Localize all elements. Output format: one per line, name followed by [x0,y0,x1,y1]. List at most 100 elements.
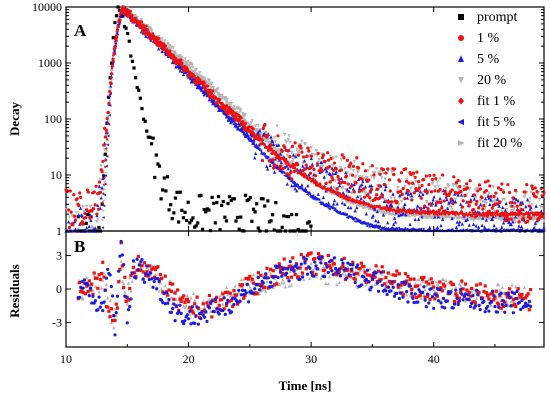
data-point [450,207,454,211]
data-point [153,175,157,180]
data-point [434,211,438,215]
data-point [255,134,258,138]
residual-point [169,310,174,314]
residual-point [169,289,174,293]
residual-point [229,298,234,302]
data-point [225,105,228,109]
data-point [199,88,203,92]
data-point [86,212,90,216]
residual-point [122,281,126,286]
residual-point [95,276,99,280]
data-point [435,225,440,230]
data-point [408,222,412,227]
data-point [285,182,289,186]
data-point [102,199,106,203]
data-point [314,149,319,153]
data-point [257,134,261,138]
data-point [409,186,413,191]
residual-point [483,284,487,288]
data-point [494,214,497,218]
data-point [273,163,277,168]
data-point [421,210,424,214]
residual-point [440,289,444,293]
data-point [332,202,336,206]
residual-point [401,293,405,297]
data-point [505,207,509,212]
data-point [336,174,340,179]
data-point [531,213,535,217]
data-point [243,193,248,197]
residual-point [417,277,421,282]
data-point [512,213,516,217]
residual-point [450,287,454,291]
data-point [433,185,437,189]
residual-point [522,285,526,290]
residual-point [405,279,409,283]
data-point [354,181,358,185]
data-point [436,184,440,189]
data-point [503,208,507,213]
data-point [247,198,251,202]
data-point [340,194,344,198]
data-point [493,228,497,231]
data-point [383,187,387,192]
panel-a-series [64,5,546,233]
legend-marker [458,14,464,20]
data-point [225,99,229,103]
data-point [302,175,306,179]
residual-point [418,293,422,297]
data-point [291,158,295,162]
data-point [160,45,163,49]
data-point [197,83,201,87]
data-point [109,87,113,91]
data-point [84,216,88,220]
residual-point [92,301,96,305]
data-point [296,183,299,187]
data-point [305,193,309,196]
residual-point [200,310,204,314]
data-point [271,160,275,164]
data-point [290,183,294,188]
residual-point [265,279,269,284]
data-point [510,204,514,208]
data-point [221,199,225,204]
data-point [509,211,513,215]
residual-point [436,283,441,288]
legend-marker [458,35,464,41]
residual-point [337,269,341,273]
data-point [445,197,449,202]
residual-point [421,277,425,281]
data-point [255,128,259,132]
residual-point [508,287,512,291]
residual-point [189,296,193,300]
residual-point [148,271,153,275]
data-point [521,216,525,220]
residual-point [126,281,131,285]
data-point [271,158,275,162]
data-point [243,125,246,129]
data-point [109,82,113,86]
residual-point [90,301,94,305]
data-point [287,134,291,138]
data-point [172,211,176,215]
data-point [203,84,207,88]
residual-point [300,271,305,275]
residual-point [376,269,381,273]
data-point [226,116,230,120]
data-point [66,220,71,224]
residual-point [102,275,106,279]
data-point [419,227,423,231]
data-point [413,217,417,222]
data-point [321,186,325,191]
residual-point [282,257,286,261]
data-point [373,207,377,211]
residual-point [280,265,284,270]
residual-point [477,290,481,295]
data-point [339,168,344,172]
data-point [75,197,79,201]
data-point [189,66,193,70]
data-point [278,150,282,154]
legend-label: fit 5 % [477,115,515,130]
data-point [476,186,480,190]
data-point [488,202,492,206]
